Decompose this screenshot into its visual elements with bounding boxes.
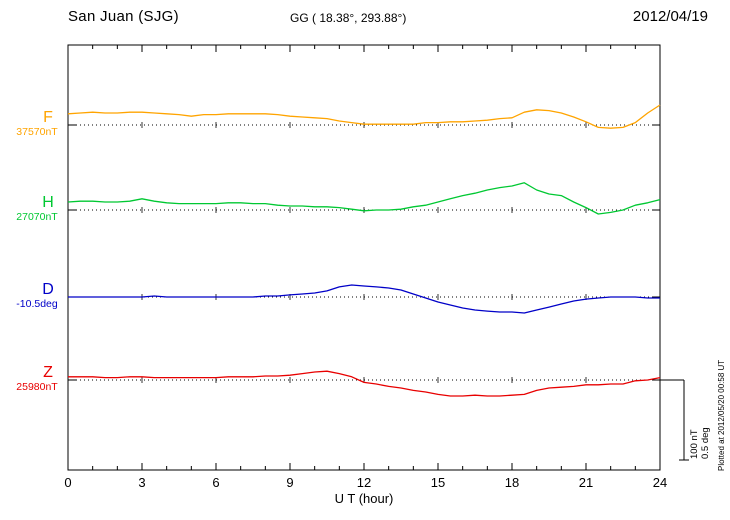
- component-label-Z: Z: [43, 364, 53, 381]
- x-tick-label: 9: [286, 475, 293, 490]
- plotted-at-note: Plotted at 2012/05/20 00:58 UT: [717, 359, 726, 471]
- x-tick-label: 15: [431, 475, 445, 490]
- component-reference-F: 37570nT: [16, 126, 58, 138]
- x-tick-label: 18: [505, 475, 519, 490]
- trace-H: [67, 182, 661, 215]
- station-title: San Juan (SJG): [68, 8, 179, 25]
- x-tick-label: 0: [64, 475, 71, 490]
- trace-F: [67, 104, 661, 129]
- scale-bar-nt-label: 100 nT: [689, 429, 700, 459]
- trace-Z: [68, 370, 661, 397]
- x-tick-label: 21: [579, 475, 593, 490]
- component-label-F: F: [43, 109, 53, 126]
- component-label-D: D: [42, 281, 54, 298]
- geographic-coordinates: GG ( 18.38°, 293.88°): [290, 11, 407, 25]
- component-reference-H: 27070nT: [16, 211, 58, 223]
- trace-D: [68, 284, 660, 314]
- x-tick-label: 6: [212, 475, 219, 490]
- x-tick-label: 24: [653, 475, 667, 490]
- component-reference-Z: 25980nT: [16, 381, 58, 393]
- plot-date: 2012/04/19: [632, 8, 708, 25]
- plot-border: [67, 44, 661, 471]
- x-tick-label: 3: [138, 475, 145, 490]
- x-tick-label: 12: [357, 475, 371, 490]
- scale-bar-labels: 100 nT 0.5 deg: [689, 427, 711, 459]
- component-reference-D: -10.5deg: [16, 298, 58, 310]
- scale-bar-deg-label: 0.5 deg: [700, 427, 711, 459]
- x-axis-label: U T (hour): [334, 491, 394, 506]
- component-label-H: H: [42, 194, 54, 211]
